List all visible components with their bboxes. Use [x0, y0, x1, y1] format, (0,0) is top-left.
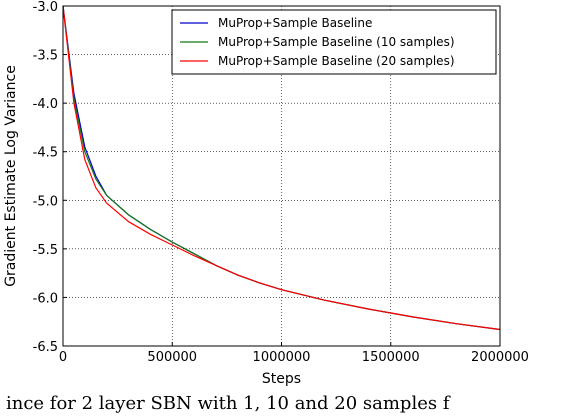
y-tick-label: -3.0: [33, 0, 58, 15]
x-tick-label: 1000000: [253, 350, 311, 365]
legend-label: MuProp+Sample Baseline (20 samples): [218, 54, 455, 68]
x-tick-label: 1500000: [362, 350, 420, 365]
y-tick-label: -4.0: [33, 97, 58, 112]
legend: MuProp+Sample Baseline MuProp+Sample Base…: [171, 9, 497, 75]
x-tick-label: 0: [59, 350, 67, 365]
y-tick-label: -4.5: [33, 146, 58, 161]
ticks: 0 500000 1000000 1500000 2000000 -3.0 -3.5 -4.0…: [33, 0, 529, 365]
legend-label: MuProp+Sample Baseline (10 samples): [218, 35, 455, 49]
figure-caption: ince for 2 layer SBN with 1, 10 and 20 s…: [6, 393, 450, 414]
legend-label: MuProp+Sample Baseline: [218, 16, 372, 30]
x-axis-label: Steps: [262, 371, 301, 387]
series-layer: [62, 5, 501, 331]
x-tick-label: 2000000: [471, 350, 529, 365]
y-tick-label: -5.5: [33, 243, 58, 258]
legend-box: [171, 9, 497, 75]
y-tick-label: -5.0: [33, 194, 58, 209]
y-tick-label: -6.0: [33, 291, 58, 306]
y-tick-label: -3.5: [33, 49, 58, 64]
series-line: [62, 5, 501, 331]
y-axis-label: Gradient Estimate Log Variance: [3, 65, 19, 287]
x-tick-label: 500000: [147, 350, 197, 365]
y-tick-label: -6.5: [33, 340, 58, 355]
